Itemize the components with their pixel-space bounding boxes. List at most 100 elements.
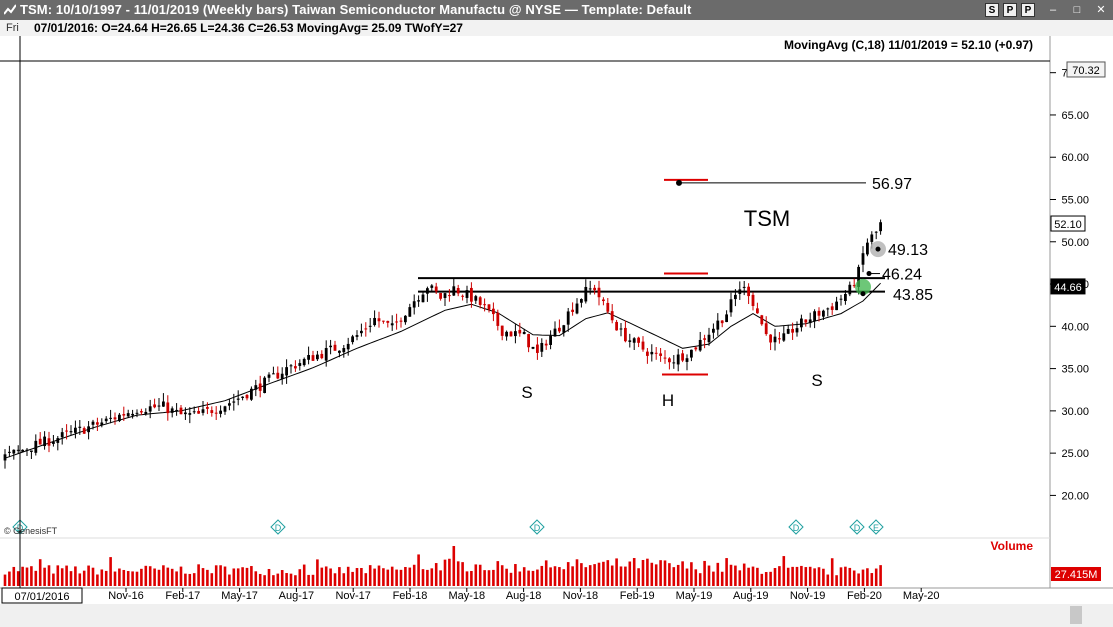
candle-body (272, 373, 275, 375)
volume-bar (575, 559, 579, 586)
candle-body (465, 290, 469, 298)
volume-bar (544, 560, 548, 586)
title-bar[interactable]: TSM: 10/10/1997 - 11/01/2019 (Weekly bar… (0, 0, 1113, 20)
top-price-box (1066, 61, 1106, 78)
volume-bar (514, 564, 517, 586)
candle-body (782, 333, 786, 341)
volume-bar (214, 565, 218, 586)
volume-bar (795, 566, 799, 586)
candle-body (404, 315, 407, 323)
volume-bar (646, 558, 649, 586)
horizontal-scrollbar[interactable] (0, 604, 1113, 627)
volume-bar (254, 571, 258, 586)
candle-body (65, 430, 68, 432)
date-tick-label: Feb-19 (620, 590, 655, 602)
candle-body (518, 329, 522, 334)
volume-bar (12, 566, 16, 586)
close-icon[interactable]: ✕ (1096, 4, 1106, 16)
volume-bar (822, 568, 825, 586)
volume-bar (580, 563, 583, 586)
volume-bar (184, 573, 187, 586)
volume-bar (399, 569, 403, 586)
p-button[interactable]: P (1003, 3, 1017, 17)
candle-body (487, 304, 491, 310)
candle-body (78, 426, 82, 428)
candle-body (329, 345, 332, 348)
candle-body (641, 341, 645, 350)
volume-bar (830, 558, 834, 586)
volume-bar (760, 573, 764, 586)
candle-body (118, 414, 121, 422)
volume-bar (628, 561, 632, 586)
print-button[interactable]: P (1021, 3, 1035, 17)
volume-bar (179, 566, 183, 586)
candle-body (228, 403, 231, 406)
volume-bar (659, 560, 662, 586)
volume-bar (250, 566, 253, 586)
pattern-annotations: 56.97 49.13 46.24 43.85 TSM S H S (521, 176, 933, 410)
volume-bar (461, 562, 464, 586)
pattern-label: H (662, 391, 674, 410)
volume-bar (153, 568, 156, 586)
scrollbar-thumb[interactable] (1070, 606, 1082, 624)
date-axis-labels: Nov-16 Feb-17 May-17 Aug-17 Nov-17 Feb-18 May-… (1, 587, 940, 604)
candle-body (760, 315, 764, 325)
volume-bar (861, 569, 865, 586)
candle-body (681, 353, 684, 361)
candle-body (395, 321, 398, 323)
candle-body (12, 449, 16, 454)
date-tick-label: Nov-16 (108, 590, 143, 602)
volume-bar (650, 562, 654, 586)
volume-bar (487, 570, 491, 586)
minimize-icon[interactable]: – (1049, 4, 1057, 16)
candle-body (82, 428, 86, 434)
crosshair (0, 36, 1050, 588)
volume-bar (285, 573, 288, 586)
candle-body (219, 410, 222, 414)
candle-body (34, 440, 38, 453)
candle-body (580, 299, 583, 303)
level-dot (875, 246, 881, 252)
candle-body (637, 337, 640, 343)
top-price-label: 70.32 (1072, 65, 1100, 77)
candle-body (720, 320, 724, 324)
last-price-label: 52.10 (1054, 219, 1082, 231)
volume-bar (289, 573, 293, 586)
s-button[interactable]: S (985, 3, 999, 17)
candle-body (448, 295, 451, 297)
candle-body (368, 325, 372, 327)
volume-bar (632, 558, 636, 586)
candle-body (522, 331, 526, 335)
candle-body (672, 362, 676, 364)
volume-bar (333, 573, 337, 586)
dividend-marker-label: D (854, 523, 861, 533)
maximize-icon[interactable]: □ (1073, 4, 1081, 16)
candle-body (509, 331, 513, 337)
candle-body (179, 407, 183, 415)
volume-bar (786, 567, 790, 586)
volume-bar (47, 565, 51, 586)
candle-body (254, 385, 258, 390)
candle-body (593, 287, 596, 291)
candle-body (197, 410, 200, 414)
candle-body (157, 405, 161, 407)
candle-body (659, 353, 662, 356)
volume-bar (122, 569, 126, 586)
candle-body (245, 394, 249, 399)
level-label: 56.97 (872, 176, 912, 193)
volume-bar (839, 567, 843, 586)
candle-body (201, 409, 205, 413)
candle-body (800, 318, 803, 328)
candle-body (668, 358, 671, 363)
volume-bar (91, 567, 95, 586)
level-dot (860, 291, 866, 297)
candle-body (844, 293, 847, 302)
date-tick-label: Aug-17 (279, 590, 314, 602)
candle-body (536, 344, 539, 353)
volume-bar (443, 559, 447, 586)
candle-body (443, 293, 447, 298)
volume-bar (474, 564, 478, 586)
volume-bar (536, 569, 539, 586)
